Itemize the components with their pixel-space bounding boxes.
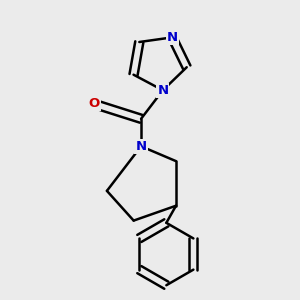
Text: N: N [157,84,168,97]
Text: N: N [167,31,178,44]
Text: N: N [136,140,147,153]
Text: O: O [88,98,100,110]
